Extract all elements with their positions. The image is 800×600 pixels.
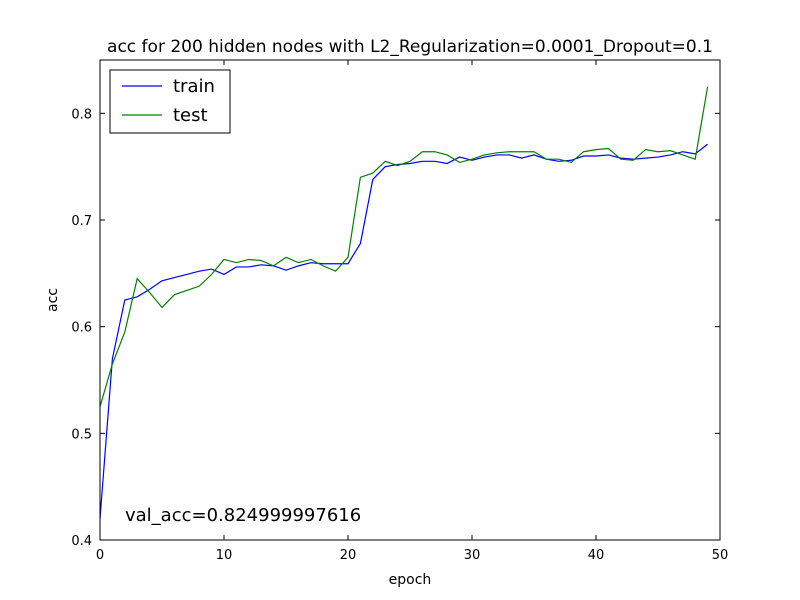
x-tick-label: 10 xyxy=(216,548,233,563)
legend-box xyxy=(109,69,231,134)
axes-frame xyxy=(99,59,721,541)
legend-label-train: train xyxy=(173,76,215,97)
y-tick-label: 0.7 xyxy=(71,214,92,229)
x-axis-label: epoch xyxy=(389,572,432,588)
x-tick-label: 0 xyxy=(96,548,104,563)
val-acc-annotation: val_acc=0.824999997616 xyxy=(125,505,361,526)
series-line-test xyxy=(99,86,709,407)
x-tick-label: 20 xyxy=(340,548,357,563)
y-tick-label: 0.6 xyxy=(71,321,92,336)
x-tick-label: 30 xyxy=(464,548,481,563)
plot-area xyxy=(99,86,709,519)
y-axis-label: acc xyxy=(45,288,61,312)
y-tick-label: 0.5 xyxy=(71,427,92,442)
x-tick-label: 50 xyxy=(712,548,729,563)
tick-marks: 0 10 20 30 40 50 0.4 0.5 0.6 0.7 0.8 xyxy=(71,60,728,563)
chart-title: acc for 200 hidden nodes with L2_Regular… xyxy=(107,37,713,57)
x-tick-label: 40 xyxy=(588,548,605,563)
y-tick-label: 0.8 xyxy=(71,107,92,122)
y-tick-label: 0.4 xyxy=(71,534,92,549)
legend-label-test: test xyxy=(173,105,208,126)
legend: train test xyxy=(109,69,231,134)
